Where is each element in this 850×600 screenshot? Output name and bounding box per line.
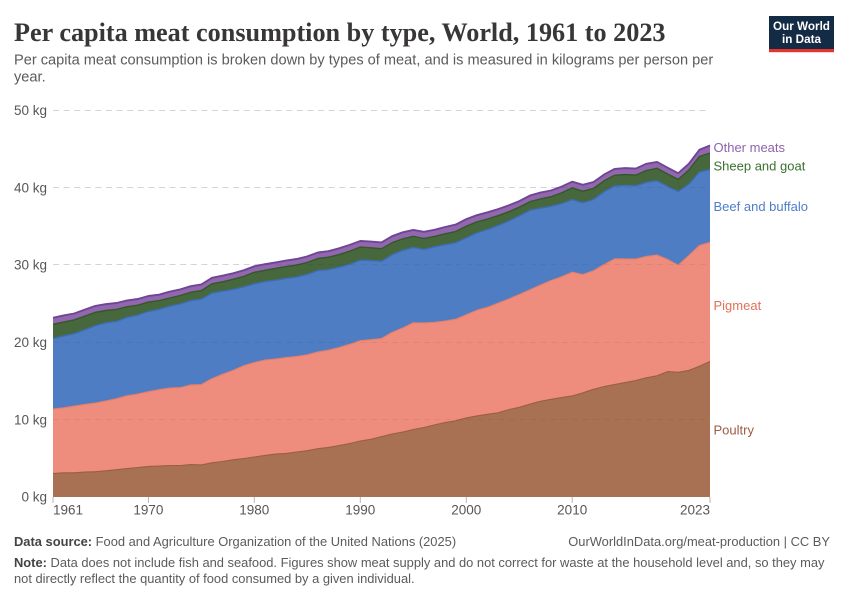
svg-text:Beef and buffalo: Beef and buffalo	[714, 199, 808, 214]
svg-text:2023: 2023	[680, 503, 710, 518]
svg-text:10 kg: 10 kg	[14, 412, 47, 427]
svg-text:Our World: Our World	[773, 20, 830, 33]
svg-text:1970: 1970	[133, 503, 163, 518]
svg-text:in Data: in Data	[782, 33, 821, 46]
svg-text:1961: 1961	[53, 503, 83, 518]
svg-text:40 kg: 40 kg	[14, 180, 47, 195]
svg-text:Sheep and goat: Sheep and goat	[714, 158, 806, 173]
svg-text:1980: 1980	[239, 503, 269, 518]
svg-text:Data source: Food and Agricult: Data source: Food and Agriculture Organi…	[14, 534, 456, 549]
svg-text:Per capita meat consumption by: Per capita meat consumption by type, Wor…	[14, 18, 666, 47]
svg-text:Other meats: Other meats	[714, 140, 786, 155]
svg-text:0 kg: 0 kg	[21, 490, 47, 505]
svg-text:50 kg: 50 kg	[14, 103, 47, 118]
svg-text:Pigmeat: Pigmeat	[714, 298, 762, 313]
svg-text:Note: Data does not include fi: Note: Data does not include fish and sea…	[14, 555, 825, 570]
svg-text:Per capita meat consumption is: Per capita meat consumption is broken do…	[14, 53, 713, 69]
svg-text:20 kg: 20 kg	[14, 335, 47, 350]
svg-text:1990: 1990	[345, 503, 375, 518]
svg-text:30 kg: 30 kg	[14, 258, 47, 273]
svg-text:not directly reflect the quant: not directly reflect the quantity of foo…	[14, 571, 415, 586]
svg-text:Poultry: Poultry	[714, 423, 755, 438]
svg-text:2010: 2010	[557, 503, 587, 518]
svg-text:2000: 2000	[451, 503, 481, 518]
svg-text:year.: year.	[14, 70, 46, 86]
svg-text:OurWorldInData.org/meat-produc: OurWorldInData.org/meat-production | CC …	[568, 534, 830, 549]
